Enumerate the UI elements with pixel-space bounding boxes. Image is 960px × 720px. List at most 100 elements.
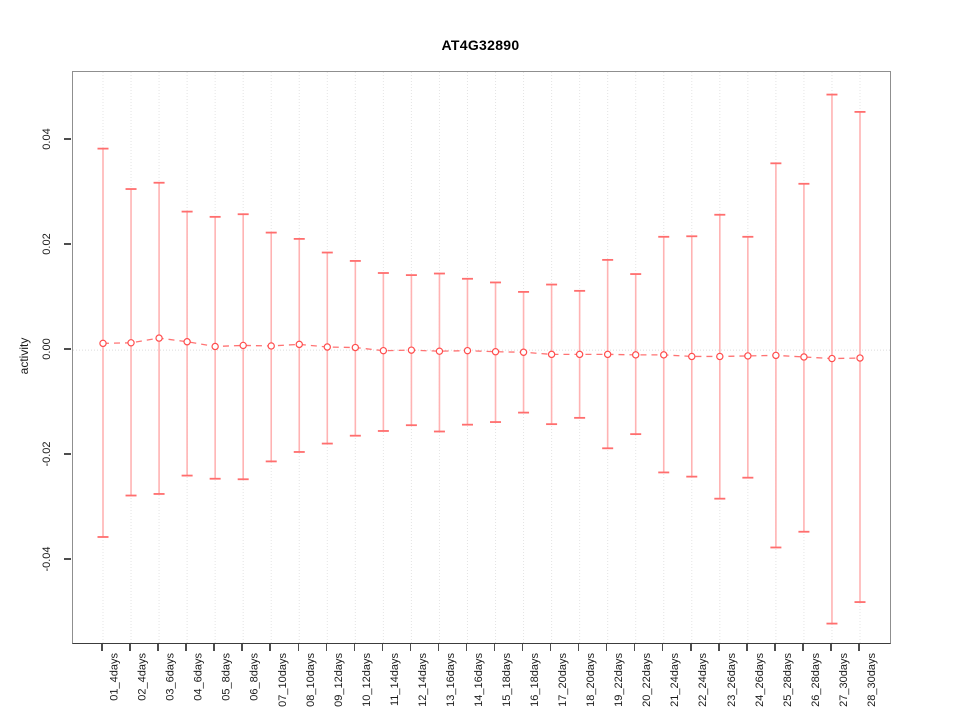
y-tick-label-text: 0.04	[41, 128, 53, 150]
x-tick-label: 25_28days	[781, 653, 794, 707]
x-tick-label: 06_8days	[248, 653, 261, 701]
x-tick	[718, 643, 720, 651]
data-point	[435, 347, 444, 355]
x-tick	[157, 643, 159, 651]
chart-svg	[73, 72, 890, 643]
x-tick	[774, 643, 776, 651]
data-point	[407, 346, 416, 354]
data-point	[828, 354, 836, 363]
data-point	[183, 338, 191, 346]
data-point	[491, 348, 500, 356]
data-point	[660, 351, 668, 359]
data-point	[547, 350, 556, 359]
y-tick	[64, 138, 71, 140]
x-tick	[297, 643, 299, 651]
x-tick-label: 08_10days	[304, 653, 317, 707]
x-tick	[213, 643, 215, 651]
x-tick	[830, 643, 832, 651]
data-point	[603, 350, 612, 359]
y-tick-label-text: 0.02	[41, 233, 53, 255]
y-tick-label-text: 0.00	[41, 338, 53, 360]
x-tick	[549, 643, 552, 651]
y-axis-label-text: activity	[17, 337, 31, 375]
x-tick-label: 17_20days	[557, 653, 570, 707]
x-tick	[353, 643, 356, 651]
data-point	[267, 342, 275, 350]
data-point	[716, 352, 724, 361]
data-point	[99, 339, 107, 348]
x-tick-label: 13_16days	[444, 653, 457, 707]
y-tick-label-text: -0.04	[41, 546, 53, 572]
x-tick	[101, 643, 103, 651]
x-tick-label: 15_18days	[501, 653, 514, 707]
plot-area	[72, 71, 891, 644]
x-tick-label: 02_4days	[136, 653, 149, 701]
data-point	[519, 348, 528, 356]
trend-line	[102, 337, 861, 360]
data-point	[688, 352, 696, 361]
x-tick-label: 19_22days	[613, 653, 626, 707]
x-tick-label: 24_26days	[753, 653, 766, 707]
x-tick-label: 22_24days	[697, 653, 710, 707]
x-tick	[690, 643, 692, 651]
data-point	[800, 353, 808, 361]
y-tick	[64, 348, 71, 350]
x-tick	[661, 643, 664, 651]
x-tick-label: 21_24days	[669, 653, 682, 707]
data-point	[155, 334, 163, 342]
x-tick-label: 01_4days	[108, 653, 121, 701]
x-tick	[802, 643, 804, 651]
data-point	[632, 351, 640, 359]
x-tick-label: 18_20days	[585, 653, 598, 707]
x-tick-label: 26_28days	[809, 653, 822, 707]
x-tick	[858, 643, 860, 651]
x-tick	[577, 643, 580, 651]
x-tick	[437, 643, 440, 651]
data-point	[379, 346, 388, 355]
x-tick-label: 16_18days	[529, 653, 542, 707]
x-tick-label: 20_22days	[641, 653, 654, 707]
data-point	[239, 341, 247, 350]
x-tick	[633, 643, 636, 651]
x-tick-label: 10_12days	[360, 653, 373, 707]
x-tick-label: 07_10days	[276, 653, 289, 707]
x-tick	[521, 643, 524, 651]
x-tick-label: 12_14days	[416, 653, 429, 707]
x-tick-label: 03_6days	[164, 653, 177, 701]
x-tick-label: 11_14days	[388, 653, 401, 707]
chart-title: AT4G32890	[441, 37, 520, 53]
x-tick-label: 04_6days	[192, 653, 205, 701]
data-point	[744, 352, 752, 360]
data-point	[575, 350, 584, 359]
x-tick	[325, 643, 328, 651]
x-tick	[381, 643, 384, 651]
x-tick-label: 05_8days	[220, 653, 233, 701]
data-point	[211, 342, 219, 351]
x-tick	[465, 643, 468, 651]
x-tick	[746, 643, 748, 651]
x-tick-label: 14_16days	[472, 653, 485, 707]
y-tick	[64, 243, 71, 245]
data-point	[772, 351, 780, 360]
x-tick	[241, 643, 243, 651]
x-tick	[269, 643, 271, 651]
x-tick	[129, 643, 131, 651]
x-tick-label: 09_12days	[332, 653, 345, 707]
x-tick	[185, 643, 187, 651]
data-point	[463, 346, 472, 355]
y-tick	[64, 558, 71, 560]
data-point	[295, 340, 303, 349]
data-point	[351, 343, 360, 352]
x-tick	[409, 643, 412, 651]
x-tick-label: 27_30days	[837, 653, 850, 707]
data-point	[127, 339, 135, 347]
data-point	[856, 354, 864, 362]
x-tick-label: 28_30days	[865, 653, 878, 707]
x-tick-label: 23_26days	[725, 653, 738, 707]
y-tick-label-text: -0.02	[41, 441, 53, 467]
data-point	[323, 343, 331, 351]
x-tick	[493, 643, 496, 651]
x-tick	[605, 643, 608, 651]
y-tick	[64, 453, 71, 455]
